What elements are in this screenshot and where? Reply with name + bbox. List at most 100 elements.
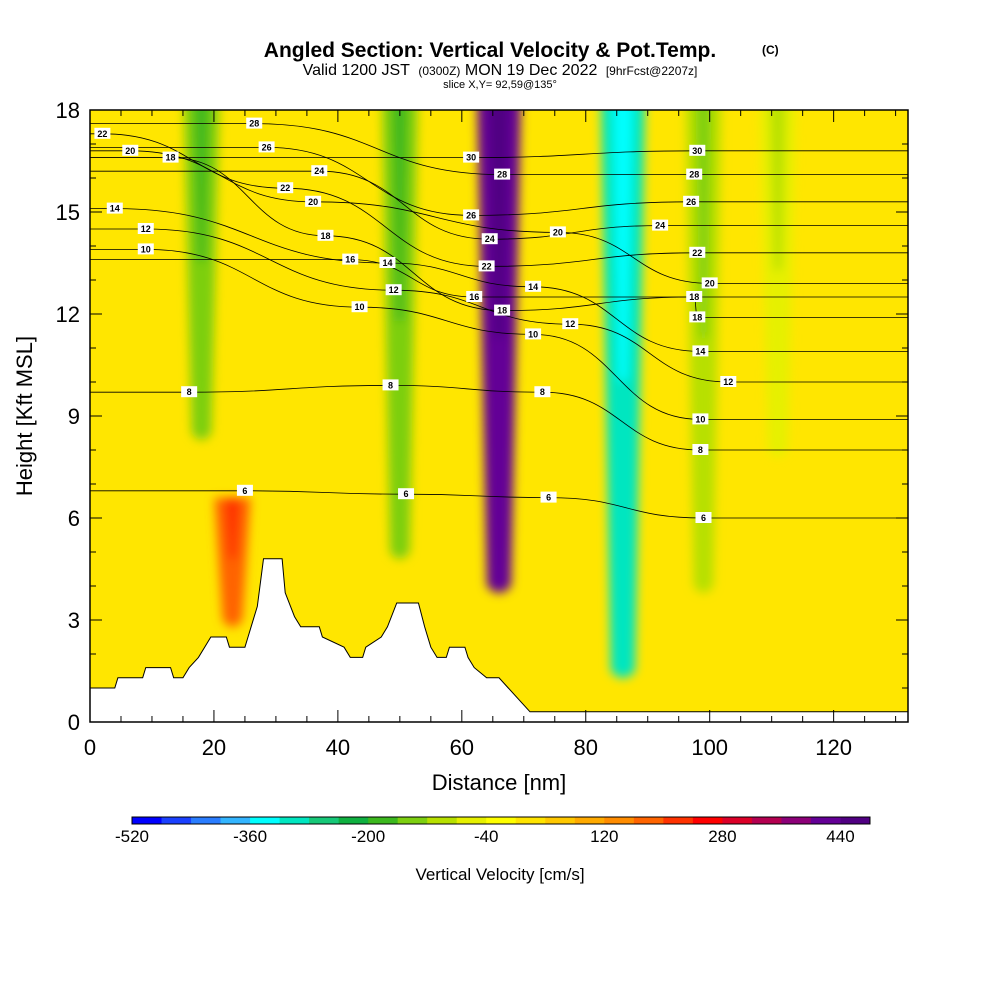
contour-label-bg <box>122 144 139 156</box>
velocity-core <box>489 110 509 338</box>
contour-label-bg <box>692 345 709 357</box>
slice-info: slice X,Y= 92,59@135° <box>443 79 557 91</box>
theta-contour <box>90 133 908 267</box>
contour-label-bg <box>562 318 579 330</box>
contour-label-bg <box>494 168 511 180</box>
contour-label-bg <box>652 219 669 231</box>
colorbar-swatch <box>781 817 812 824</box>
x-tick-label: 40 <box>326 735 350 760</box>
velocity-band <box>184 110 220 440</box>
contour-label: 26 <box>686 197 696 207</box>
contour-label-bg <box>692 413 709 425</box>
contour-label-bg <box>534 386 551 398</box>
contour-label: 22 <box>482 261 492 271</box>
contour-label-bg <box>481 233 498 245</box>
colorbar-swatch <box>191 817 222 824</box>
colorbar-swatch <box>486 817 517 824</box>
y-axis-title: Height [Kft MSL] <box>12 336 37 496</box>
contour-label: 6 <box>546 493 551 503</box>
contour-label-bg <box>137 243 154 255</box>
contour-label: 24 <box>314 166 324 176</box>
colorbar-swatch <box>515 817 546 824</box>
contour-label-bg <box>692 444 709 455</box>
colorbar-tick-label: 280 <box>708 827 736 846</box>
colorbar-swatch <box>810 817 841 824</box>
colorbar-tick-label: -200 <box>351 827 385 846</box>
contour-label: 20 <box>705 278 715 288</box>
contour-label-bg <box>94 127 111 139</box>
colorbar-swatch <box>309 817 340 824</box>
contour-label-bg <box>162 151 179 163</box>
contour-label: 26 <box>466 210 476 220</box>
contour-label-bg <box>689 311 706 323</box>
contour-label-bg <box>351 301 368 313</box>
contour-label-bg <box>540 491 557 503</box>
contour-label: 30 <box>692 146 702 156</box>
contour-label-bg <box>246 117 263 129</box>
chart-title: Angled Section: Vertical Velocity & Pot.… <box>264 39 716 62</box>
contour-label-bg <box>689 246 706 258</box>
contour-label: 20 <box>125 146 135 156</box>
colorbar-title: Vertical Velocity [cm/s] <box>415 865 584 884</box>
velocity-core <box>224 498 241 559</box>
colorbar-swatch <box>132 817 163 824</box>
colorbar-tick-label: 440 <box>826 827 854 846</box>
chart-title-tag: (C) <box>762 43 779 57</box>
contour-label: 24 <box>485 234 495 244</box>
x-tick-label: 20 <box>202 735 226 760</box>
colorbar-swatch <box>220 817 251 824</box>
contour-label-bg <box>277 182 294 194</box>
contour-label: 28 <box>249 119 259 129</box>
colorbar-swatch <box>633 817 664 824</box>
colorbar-tick-label: -40 <box>474 827 499 846</box>
contour-label: 22 <box>280 183 290 193</box>
velocity-band <box>382 110 418 559</box>
contour-label-bg <box>305 195 322 207</box>
contour-label-bg <box>525 280 542 292</box>
contour-label: 14 <box>695 346 705 356</box>
colorbar-tick-label: -520 <box>115 827 149 846</box>
contour-label: 22 <box>97 129 107 139</box>
velocity-band <box>601 110 645 678</box>
contour-label: 18 <box>692 312 702 322</box>
contour-label: 14 <box>110 204 120 214</box>
colorbar-swatch <box>840 817 871 824</box>
y-tick-label: 12 <box>56 302 80 327</box>
contour-label: 10 <box>141 244 151 254</box>
contour-label-bg <box>494 304 511 316</box>
contour-label-bg <box>137 223 154 234</box>
contour-label: 10 <box>355 302 365 312</box>
contour-label: 12 <box>565 319 575 329</box>
x-tick-label: 80 <box>574 735 598 760</box>
contour-label-bg <box>686 291 703 302</box>
plot-area: 6 6 6 6 8 8 8 8 10 10 10 10 12 12 12 12 14 14 14 14 16 16 18 18… <box>90 110 908 722</box>
theta-contour <box>90 248 908 420</box>
theta-contour <box>90 208 908 352</box>
x-tick-label: 120 <box>815 735 852 760</box>
y-tick-label: 6 <box>68 506 80 531</box>
contour-label-bg <box>258 141 275 153</box>
y-tick-label: 3 <box>68 608 80 633</box>
x-tick-label: 0 <box>84 735 96 760</box>
contour-label-bg <box>311 165 328 177</box>
colorbar-frame <box>131 816 871 825</box>
terrain-mask <box>90 558 908 722</box>
contour-labels: 6 6 6 6 8 8 8 8 10 10 10 10 12 12 12 12 14 14 14 14 16 16 18 18… <box>94 117 737 523</box>
colorbar-tick-label: 120 <box>590 827 618 846</box>
contour-label-bg <box>695 512 712 523</box>
contour-label: 14 <box>528 282 538 292</box>
velocity-core <box>613 110 633 381</box>
contour-label: 12 <box>723 377 733 387</box>
contour-label-bg <box>106 202 123 214</box>
contour-label-bg <box>181 386 198 398</box>
contour-label: 18 <box>320 231 330 241</box>
y-tick-label: 15 <box>56 200 80 225</box>
contour-label-bg <box>701 277 718 289</box>
colorbar-tick-label: -360 <box>233 827 267 846</box>
contour-label-bg <box>525 328 542 340</box>
velocity-core <box>770 110 786 270</box>
contour-label: 18 <box>689 292 699 302</box>
contour-label: 12 <box>389 285 399 295</box>
x-tick-label: 100 <box>691 735 728 760</box>
contour-label: 8 <box>540 387 545 397</box>
